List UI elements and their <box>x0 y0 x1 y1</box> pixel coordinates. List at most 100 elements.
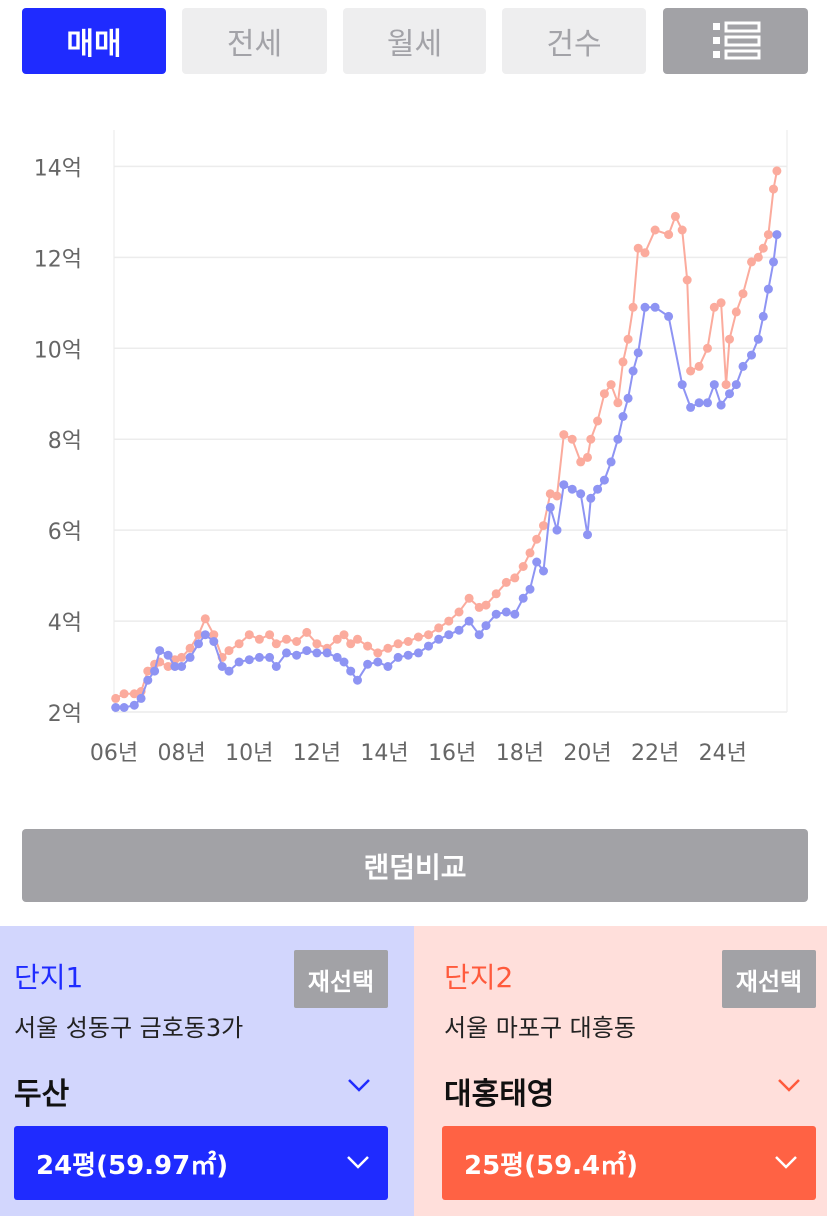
series-1-point <box>111 703 121 712</box>
series-1-point <box>769 257 778 267</box>
y-tick-label: 6억 <box>48 520 82 545</box>
series-1-point <box>143 675 153 685</box>
series-1-point <box>731 380 741 390</box>
series-2-point <box>567 434 577 444</box>
series-1-point <box>501 607 511 617</box>
complex1-size-label: 24평(59.97㎡) <box>36 1150 229 1181</box>
series-1-point <box>413 648 423 658</box>
series-2-point <box>119 689 129 699</box>
series-1-point <box>234 657 244 667</box>
series-1-point <box>559 480 569 490</box>
complex2-address: 서울 마포구 대흥동 <box>444 1014 636 1042</box>
series-2-point <box>353 634 362 644</box>
series-2-point <box>709 302 719 312</box>
series-1-point <box>525 584 535 594</box>
series-1-point <box>628 366 638 376</box>
tab-count[interactable]: 건수 <box>502 8 646 74</box>
complex1-name[interactable]: 두산 <box>14 1077 70 1112</box>
series-1-point <box>254 652 264 662</box>
complex1-size-select[interactable]: 24평(59.97㎡) <box>14 1126 388 1200</box>
series-1-point <box>302 646 312 656</box>
series-1-point <box>265 652 275 662</box>
x-tick-label: 16년 <box>428 741 476 766</box>
tab-jeonse[interactable]: 전세 <box>182 8 327 74</box>
series-1-point <box>738 361 748 371</box>
series-2-point <box>185 643 195 653</box>
series-2-point <box>539 521 548 531</box>
series-2-point <box>606 380 616 390</box>
series-2-point <box>282 634 291 644</box>
x-tick-label: 06년 <box>90 741 138 766</box>
series-2-point <box>559 430 569 440</box>
complex2-name[interactable]: 대홍태영 <box>444 1077 555 1112</box>
series-1-point <box>747 350 756 360</box>
series-2-point <box>650 225 660 235</box>
series-2-point <box>332 634 342 644</box>
series-2-point <box>677 225 687 235</box>
chevron-down-icon[interactable] <box>776 1074 802 1096</box>
series-1-point <box>200 630 210 640</box>
series-1-point <box>593 484 603 494</box>
series-2-point <box>583 452 592 462</box>
series-1-point <box>170 662 180 671</box>
y-tick-label: 12억 <box>34 247 82 272</box>
series-2-point <box>725 334 734 344</box>
series-1-point <box>217 662 227 671</box>
complex2-size-select[interactable]: 25평(59.4㎡) <box>442 1126 816 1200</box>
chevron-down-icon[interactable] <box>346 1074 372 1096</box>
x-tick-label: 24년 <box>699 741 747 766</box>
series-1-point <box>136 693 146 703</box>
series-2-point <box>312 639 322 649</box>
y-tick-label: 4억 <box>48 611 82 636</box>
deal-type-tabs: 매매 전세 월세 건수 <box>22 8 808 74</box>
price-chart-svg: 2억 4억 6억 8억 10억 12억 14억 06년 08년 10년 12년 14년 16년 18년 20… <box>34 130 788 766</box>
series-1-point <box>312 648 322 658</box>
series-1-point <box>716 400 726 410</box>
series-2-point <box>753 252 763 262</box>
series-1-point <box>650 302 660 312</box>
series-1-point <box>177 662 187 671</box>
complex2-panel: 단지2 재선택 서울 마포구 대흥동 대홍태영 25평(59.4㎡) <box>414 926 827 1216</box>
series-2-point <box>129 689 139 699</box>
chevron-down-icon <box>347 1156 369 1169</box>
series-1-point <box>772 230 782 240</box>
complex2-title: 단지2 <box>444 961 514 994</box>
series-2-point <box>177 652 187 662</box>
series-2-point <box>772 166 782 176</box>
random-compare-button[interactable]: 랜덤비교 <box>22 829 808 902</box>
series-2-point <box>640 248 650 258</box>
series-1-point <box>613 434 623 444</box>
series-2-point <box>628 302 638 312</box>
series-1-point <box>163 650 173 660</box>
series-2-point <box>763 230 773 240</box>
series-1-point <box>150 666 160 676</box>
series-2-point <box>670 211 680 221</box>
series-2-point <box>373 648 383 658</box>
series-1-point <box>599 475 609 485</box>
series-2-point <box>143 666 153 676</box>
series-2-point <box>613 398 623 408</box>
tab-monthly-rent[interactable]: 월세 <box>343 8 486 74</box>
series-2-point <box>682 275 692 285</box>
x-tick-label: 22년 <box>631 741 679 766</box>
x-tick-label: 08년 <box>158 741 206 766</box>
series-1-point <box>454 625 464 635</box>
series-1-point <box>481 621 491 631</box>
list-view-button[interactable] <box>663 8 808 74</box>
series-2-point <box>769 184 778 194</box>
series-2-point <box>510 573 520 583</box>
complex2-reselect-button[interactable]: 재선택 <box>722 950 816 1008</box>
series-2-point <box>716 298 726 308</box>
complex1-title: 단지1 <box>14 961 84 994</box>
price-chart: 2억 4억 6억 8억 10억 12억 14억 06년 08년 10년 12년 14년 16년 18년 20… <box>0 110 827 790</box>
series-1-point <box>725 389 734 399</box>
tab-sale[interactable]: 매매 <box>22 8 166 74</box>
series-1-point <box>224 666 234 676</box>
series-1-point <box>552 525 562 535</box>
series-1-point <box>758 311 768 321</box>
complex1-reselect-button[interactable]: 재선택 <box>294 950 388 1008</box>
x-tick-label: 12년 <box>293 741 341 766</box>
series-2-point <box>244 630 254 640</box>
series-1-point <box>353 675 362 685</box>
series-2-point <box>474 602 484 612</box>
